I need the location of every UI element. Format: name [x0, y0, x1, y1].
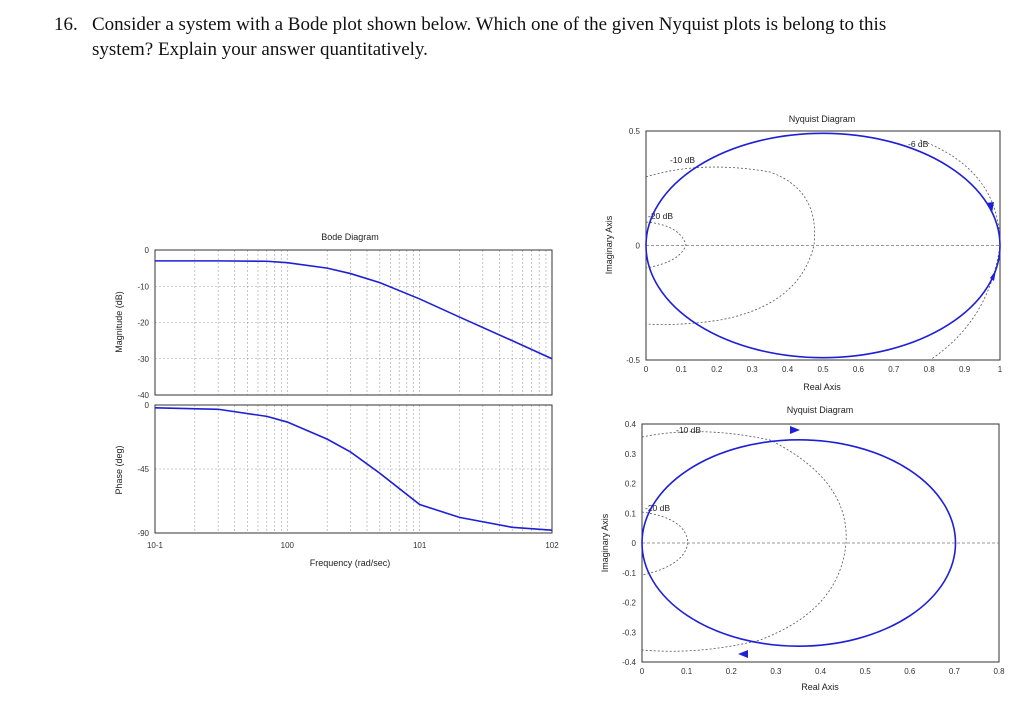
nyquist-top-xtick: 1 — [998, 365, 1003, 374]
nyquist-top-10db-circle — [645, 166, 816, 325]
bode-xtick: 102 — [545, 541, 559, 550]
nyquist-bottom-10db-circle — [641, 431, 847, 652]
question-number: 16. — [54, 14, 78, 35]
nyquist-bottom-ytick: -0.4 — [622, 658, 636, 667]
bode-phase-curve — [154, 407, 553, 531]
bode-magnitude-grid — [154, 250, 552, 395]
nyquist-bottom-ytick: 0.2 — [625, 480, 637, 489]
nyquist-bottom-title: Nyquist Diagram — [787, 405, 854, 415]
bode-magnitude-curve — [155, 260, 553, 360]
nyquist-bottom-xtick: 0.3 — [770, 667, 782, 676]
nyquist-bottom-20db-circle — [641, 511, 689, 576]
nyquist-top-ytick: 0 — [636, 242, 641, 251]
nyquist-bottom-xtick: 0 — [640, 667, 645, 676]
nyquist-top-ylabel: Imaginary Axis — [604, 215, 614, 274]
nyquist-bottom-xtick: 0.4 — [815, 667, 827, 676]
bode-phase-yticks: 0 -45 -90 — [137, 401, 149, 538]
nyquist-bottom-arrow-2 — [738, 650, 748, 658]
bode-phase-frame — [154, 404, 553, 534]
bode-xtick: 10-1 — [147, 541, 164, 550]
bode-phase-ylabel: Phase (deg) — [114, 445, 124, 494]
nyquist-top-20db-circle — [645, 221, 687, 269]
nyquist-bottom-xtick: 0.2 — [726, 667, 738, 676]
bode-magnitude-yticks: 0 -10 -20 -30 -40 — [137, 246, 149, 400]
bode-phase-ytick: 0 — [145, 401, 150, 410]
nyquist-bottom-frame — [641, 423, 1000, 663]
nyquist-top-xtick: 0.3 — [747, 365, 759, 374]
nyquist-top-xtick: 0.1 — [676, 365, 688, 374]
nyquist-top-xlabel: Real Axis — [803, 382, 841, 392]
nyquist-bottom-annot-10db: -10 dB — [676, 425, 701, 435]
bode-title: Bode Diagram — [321, 232, 379, 242]
bode-magnitude-panel: Bode Diagram 0 -10 -20 -30 -40 Magnitude (dB… — [114, 232, 553, 400]
bode-magnitude-ytick: -30 — [137, 355, 149, 364]
nyquist-top-ytick: -0.5 — [626, 356, 640, 365]
bode-phase-ytick: -90 — [137, 529, 149, 538]
question-text: Consider a system with a Bode plot shown… — [92, 14, 887, 60]
nyquist-bottom-ticks: 0 0.1 0.2 0.3 0.4 0.5 0.6 0.7 0.8 0.4 0.3 0.2 0.1 0 -0… — [622, 420, 1005, 676]
nyquist-bottom-ytick: 0.1 — [625, 509, 637, 518]
nyquist-top-panel: Nyquist Diagram 0 0.1 0.2 0.3 0.4 0.5 0.6 0.7 0.… — [604, 114, 1003, 392]
bode-xtick: 101 — [413, 541, 427, 550]
nyquist-bottom-ytick: -0.1 — [622, 569, 636, 578]
nyquist-bottom-ytick: 0 — [632, 539, 637, 548]
bode-phase-ytick: -45 — [137, 465, 149, 474]
bode-magnitude-ytick: -40 — [137, 391, 149, 400]
nyquist-bottom-ytick: 0.3 — [625, 450, 637, 459]
bode-magnitude-frame — [154, 249, 553, 396]
nyquist-top-curve — [645, 132, 1001, 359]
bode-magnitude-ylabel: Magnitude (dB) — [114, 291, 124, 353]
nyquist-top-xtick: 0.6 — [853, 365, 865, 374]
nyquist-top-xtick: 0.8 — [924, 365, 936, 374]
nyquist-top-ticks: 0 0.1 0.2 0.3 0.4 0.5 0.6 0.7 0.8 0.9 1 0.5 0 -0.5 — [626, 127, 1003, 374]
bode-xtick: 100 — [281, 541, 295, 550]
nyquist-top-xtick: 0.9 — [959, 365, 971, 374]
nyquist-bottom-ytick: -0.3 — [622, 628, 636, 637]
nyquist-top-xtick: 0.4 — [782, 365, 794, 374]
bode-magnitude-ytick: 0 — [145, 246, 150, 255]
nyquist-top-xtick: 0.7 — [888, 365, 900, 374]
nyquist-bottom-xlabel: Real Axis — [801, 682, 839, 692]
nyquist-top-annot-6db: -6 dB — [908, 139, 929, 149]
nyquist-bottom-ytick: 0.4 — [625, 420, 637, 429]
bode-magnitude-ytick: -10 — [137, 282, 149, 291]
nyquist-top-6db-circle — [919, 139, 1001, 361]
nyquist-bottom-annot-20db: -20 dB — [645, 503, 670, 513]
bode-phase-grid — [154, 405, 552, 533]
nyquist-bottom-curve — [641, 439, 957, 647]
nyquist-bottom-arrow-1 — [790, 426, 800, 434]
nyquist-bottom-ytick: -0.2 — [622, 599, 636, 608]
bode-xlabel: Frequency (rad/sec) — [310, 558, 391, 568]
nyquist-top-arrow-1 — [986, 202, 994, 213]
nyquist-bottom-panel: Nyquist Diagram 0 0.1 0.2 0.3 0.4 0.5 0.6 0.7 0.… — [600, 405, 1005, 692]
nyquist-top-xtick: 0 — [644, 365, 649, 374]
nyquist-top-ytick: 0.5 — [629, 127, 641, 136]
nyquist-top-annot-10db: -10 dB — [670, 155, 695, 165]
nyquist-top-xtick: 0.2 — [711, 365, 723, 374]
nyquist-bottom-xtick: 0.6 — [904, 667, 916, 676]
bode-phase-xticks: 10-1 100 101 102 — [147, 541, 559, 550]
nyquist-bottom-xtick: 0.8 — [993, 667, 1005, 676]
nyquist-bottom-xtick: 0.7 — [949, 667, 961, 676]
bode-phase-panel: 0 -45 -90 10-1 100 101 102 Phase (deg) Freque… — [114, 401, 559, 568]
nyquist-top-title: Nyquist Diagram — [789, 114, 856, 124]
nyquist-bottom-xtick: 0.1 — [681, 667, 693, 676]
nyquist-top-xtick: 0.5 — [817, 365, 829, 374]
nyquist-top-annot-20db: -20 dB — [648, 211, 673, 221]
nyquist-top-arrow-2 — [990, 270, 996, 281]
nyquist-bottom-ylabel: Imaginary Axis — [600, 513, 610, 572]
bode-magnitude-ytick: -20 — [137, 319, 149, 328]
nyquist-bottom-xtick: 0.5 — [860, 667, 872, 676]
